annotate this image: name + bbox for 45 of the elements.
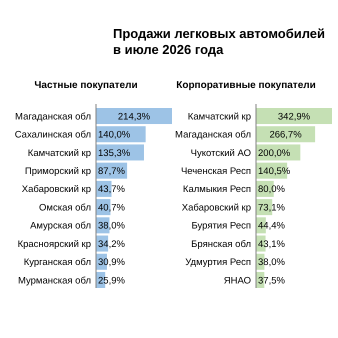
bar (96, 108, 172, 124)
y-tick-label: Бурятия Респ (191, 220, 251, 232)
data-label: 200,0% (258, 148, 291, 159)
data-label: 43,7% (98, 184, 126, 196)
y-tick-label: Чукотский АО (190, 148, 251, 159)
data-label: 43,1% (258, 238, 286, 250)
data-label: 140,0% (98, 130, 131, 141)
data-label: 30,9% (98, 257, 126, 268)
y-tick-label: Магаданская обл (175, 130, 251, 141)
chart-title: Корпоративные покупатели (176, 80, 316, 91)
y-tick-label: Брянская обл (191, 238, 251, 250)
data-label: 342,9% (278, 111, 311, 122)
y-tick-label: Хабаровский кр (182, 202, 251, 214)
data-label: 40,7% (98, 202, 126, 214)
data-label: 34,2% (98, 238, 126, 250)
data-label: 266,7% (269, 130, 302, 141)
data-label: 135,3% (98, 148, 131, 159)
y-tick-label: Амурская обл (30, 220, 91, 232)
y-tick-label: Мурманская обл (18, 275, 91, 286)
y-tick-label: Чеченская Респ (180, 166, 251, 177)
data-label: 73,1% (258, 202, 286, 214)
data-label: 25,9% (98, 275, 126, 286)
data-label: 87,7% (98, 166, 126, 177)
text: Продажи легковых автомобилей в июле 2026 года (113, 26, 326, 57)
y-tick-label: Магаданская обл (15, 111, 91, 122)
data-label: 44,4% (258, 220, 286, 232)
bar (256, 126, 316, 142)
data-label: 80,0% (258, 184, 286, 196)
data-label: 140,5% (258, 166, 291, 177)
y-tick-label: Сахалинская обл (14, 130, 91, 141)
data-label: 37,5% (258, 275, 286, 286)
y-tick-label: Камчатский кр (188, 111, 251, 122)
data-label: 38,0% (258, 257, 286, 268)
y-tick-label: Красноярский кр (18, 238, 91, 250)
y-tick-label: ЯНАО (224, 275, 251, 286)
data-label: 214,3% (118, 111, 151, 122)
y-tick-label: Омская обл (39, 202, 91, 214)
chart-title: Частные покупатели (34, 80, 138, 91)
y-tick-label: Хабаровский кр (22, 184, 91, 196)
y-tick-label: Приморский кр (24, 166, 91, 177)
y-tick-label: Курганская обл (24, 257, 91, 268)
y-tick-label: Камчатский кр (28, 148, 91, 159)
data-label: 38,0% (98, 220, 126, 232)
y-tick-label: Калмыкия Респ (182, 184, 251, 196)
y-tick-label: Удмуртия Респ (185, 257, 251, 268)
